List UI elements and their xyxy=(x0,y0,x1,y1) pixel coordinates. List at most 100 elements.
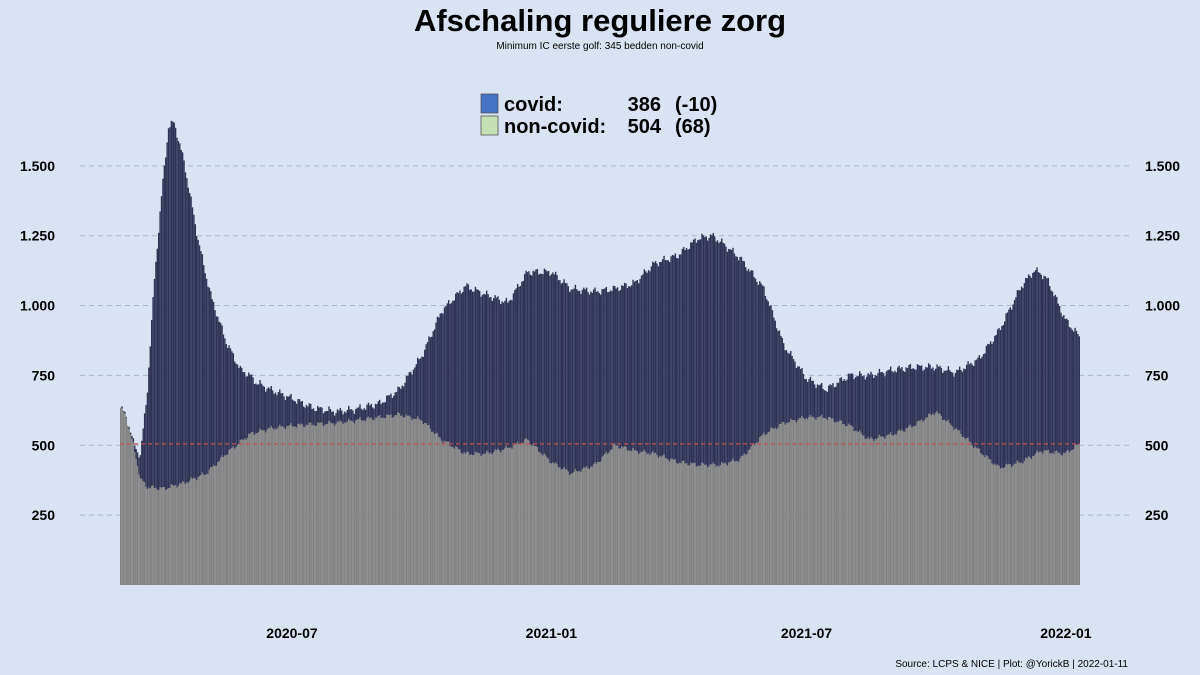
bar-covid xyxy=(273,393,275,430)
bar-covid xyxy=(190,196,192,478)
bar-covid xyxy=(308,403,311,423)
bar-non-covid xyxy=(348,418,350,585)
bar-non-covid xyxy=(466,451,468,585)
bar-non-covid xyxy=(170,484,173,585)
bar-non-covid xyxy=(498,450,501,585)
bar-covid xyxy=(854,377,857,431)
bar-covid xyxy=(860,373,862,433)
bar-covid xyxy=(169,127,171,488)
bar-covid xyxy=(808,379,810,417)
bar-non-covid xyxy=(961,437,964,585)
bar-covid xyxy=(1061,316,1064,456)
bar-covid xyxy=(1075,330,1078,445)
bar-non-covid xyxy=(674,459,677,585)
bar-covid xyxy=(232,353,235,447)
bar-non-covid xyxy=(384,418,387,585)
bar-covid xyxy=(556,275,558,465)
bar-covid xyxy=(276,395,278,430)
bar-non-covid xyxy=(377,415,380,585)
bar-non-covid xyxy=(295,427,298,585)
bar-covid xyxy=(324,411,326,425)
bar-covid xyxy=(542,274,544,456)
bar-non-covid xyxy=(699,465,702,585)
bar-non-covid xyxy=(981,454,983,585)
bar-covid xyxy=(795,367,798,423)
bar-covid xyxy=(249,374,251,434)
bar-covid xyxy=(210,291,212,468)
bar-covid xyxy=(1029,275,1031,458)
bar-non-covid xyxy=(239,439,242,585)
bar-non-covid xyxy=(766,434,768,585)
bar-covid xyxy=(882,373,885,438)
bar-non-covid xyxy=(438,436,440,585)
bar-covid xyxy=(290,393,292,424)
bar-non-covid xyxy=(355,420,357,585)
bar-covid xyxy=(570,289,572,474)
bar-covid xyxy=(364,409,367,421)
bar-covid xyxy=(949,370,951,424)
bar-non-covid xyxy=(545,455,547,585)
bar-covid xyxy=(166,142,168,489)
bar-covid xyxy=(538,274,540,452)
bar-covid xyxy=(887,370,889,435)
bar-non-covid xyxy=(1026,458,1028,585)
bar-covid xyxy=(257,384,260,433)
bar-covid xyxy=(393,395,395,417)
bar-covid xyxy=(709,234,712,464)
bar-non-covid xyxy=(1060,454,1062,585)
bar-non-covid xyxy=(835,422,837,585)
bar-non-covid xyxy=(290,423,292,585)
bar-non-covid xyxy=(538,451,540,585)
bar-non-covid xyxy=(1070,450,1072,585)
bar-covid xyxy=(951,372,954,427)
bar-non-covid xyxy=(746,454,748,585)
bar-covid xyxy=(856,376,858,432)
bar-non-covid xyxy=(473,454,475,585)
bar-non-covid xyxy=(688,465,691,585)
bar-non-covid xyxy=(457,449,460,585)
bar-covid xyxy=(1040,274,1042,452)
bar-non-covid xyxy=(797,419,799,585)
bar-covid xyxy=(982,354,985,456)
bar-non-covid xyxy=(561,469,564,585)
bar-covid xyxy=(790,350,792,419)
bar-covid xyxy=(172,121,174,485)
bar-non-covid xyxy=(508,447,510,585)
bar-non-covid xyxy=(463,452,465,585)
bar-non-covid xyxy=(488,453,491,585)
bar-non-covid xyxy=(754,443,757,585)
bar-covid xyxy=(398,387,401,414)
bar-non-covid xyxy=(543,453,546,585)
bar-non-covid xyxy=(525,438,527,585)
bar-covid xyxy=(174,127,177,486)
y-tick-label-right: 1.000 xyxy=(1145,298,1180,314)
bar-covid xyxy=(781,337,783,422)
bar-non-covid xyxy=(889,432,892,585)
bar-covid xyxy=(608,291,610,453)
bar-non-covid xyxy=(630,450,633,585)
bar-covid xyxy=(642,274,644,452)
bar-non-covid xyxy=(421,420,423,585)
bar-non-covid xyxy=(868,439,871,585)
bar-non-covid xyxy=(857,432,860,585)
bar-covid xyxy=(640,275,643,452)
bar-covid xyxy=(933,370,936,415)
bar-non-covid xyxy=(622,447,624,585)
bar-covid xyxy=(884,376,886,439)
bar-covid xyxy=(333,415,336,426)
bar-covid xyxy=(749,271,751,450)
bar-covid xyxy=(815,388,817,420)
bar-covid xyxy=(450,302,453,447)
bar-non-covid xyxy=(228,450,230,585)
bar-covid xyxy=(352,410,354,422)
bar-covid xyxy=(353,413,356,424)
bar-covid xyxy=(1012,304,1014,466)
bar-non-covid xyxy=(1040,451,1042,585)
bar-covid xyxy=(880,372,882,437)
bar-non-covid xyxy=(590,466,592,585)
bar-covid xyxy=(985,345,988,456)
bar-non-covid xyxy=(311,425,313,585)
bar-non-covid xyxy=(806,419,809,585)
bar-non-covid xyxy=(139,477,142,585)
